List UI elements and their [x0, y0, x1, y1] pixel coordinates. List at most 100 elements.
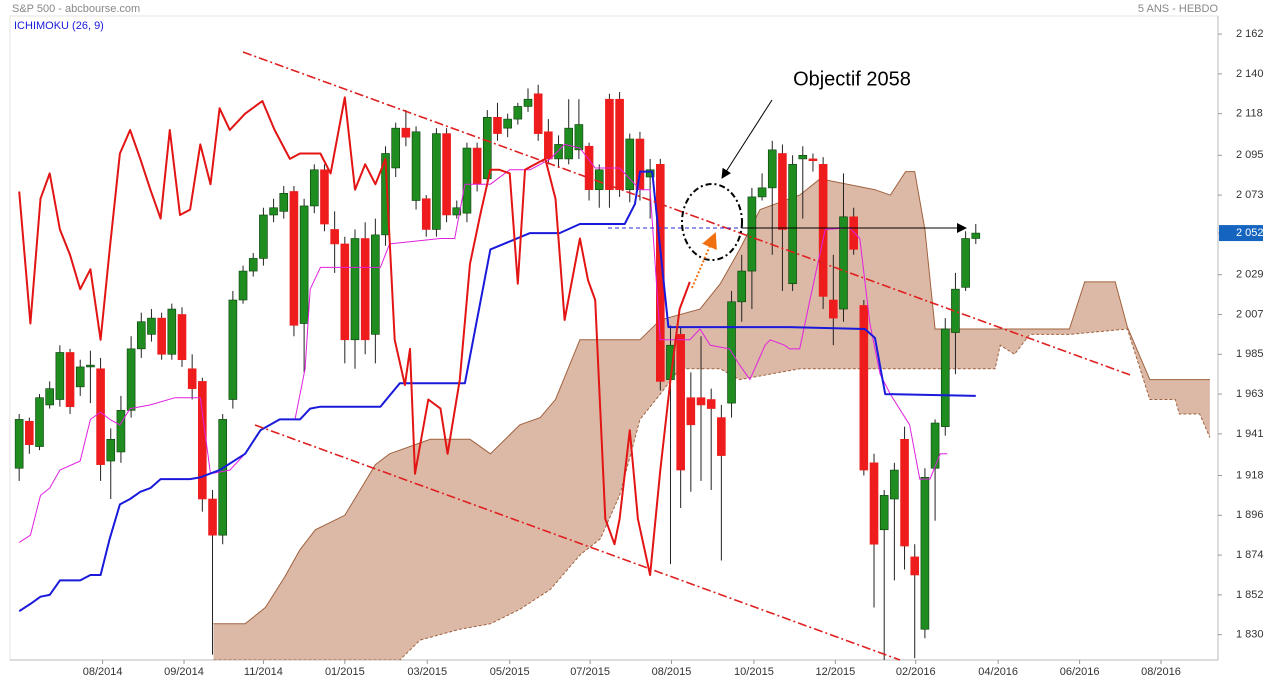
candle-body [340, 243, 350, 341]
candle-body [25, 420, 34, 446]
candle-body [818, 164, 828, 297]
candle-body [238, 270, 248, 301]
x-tick-label: 01/2015 [325, 666, 365, 678]
candle-body [320, 169, 329, 225]
cloud [213, 171, 1211, 660]
candle-body [533, 93, 543, 134]
y-tick-label: 2 118 [1236, 108, 1263, 120]
x-tick-label: 06/2016 [1060, 666, 1100, 678]
y-tick-label: 2 162 [1236, 28, 1264, 40]
cloud-lower [213, 328, 1211, 660]
candle-body [808, 158, 818, 162]
x-tick-label: 08/2016 [1141, 666, 1181, 678]
candle-body [767, 149, 777, 189]
candle-body [187, 368, 197, 389]
candle-body [299, 205, 309, 324]
candle-body [645, 169, 655, 178]
indicator-line [18, 170, 976, 613]
candle-body [411, 131, 421, 201]
x-tick-label: 07/2015 [570, 666, 610, 678]
candle-body [523, 98, 533, 107]
candle-body [218, 419, 227, 536]
x-tick-label: 08/2014 [83, 666, 123, 678]
y-tick-label: 1 918 [1236, 469, 1264, 481]
y-tick-label: 1 963 [1236, 388, 1264, 400]
candle-body [482, 117, 492, 180]
chart-subtitle: 5 ANS - HEBDO [1138, 3, 1219, 15]
candle-body [371, 234, 380, 335]
y-tick-label: 1 830 [1236, 629, 1264, 641]
candle-body [971, 232, 981, 239]
candle-body [309, 169, 319, 207]
candle-body [920, 476, 930, 630]
axes: 2 162 2 140 2 118 2 095 2 073 2 052 2 029 2 007… [10, 16, 1264, 678]
candle-body [503, 118, 512, 129]
plot-area [9, 15, 1219, 661]
candle-body [330, 229, 339, 245]
candle-body [14, 419, 24, 469]
indicator-line [18, 96, 691, 576]
x-tick-label: 10/2015 [734, 666, 774, 678]
candle-body [259, 214, 268, 259]
candle-body [778, 153, 787, 230]
annotations: Objectif 2058 [242, 51, 1134, 661]
last-price-box [1219, 225, 1263, 242]
candle-body [584, 145, 594, 190]
candle-body [442, 133, 451, 216]
y-tick-label: 2 140 [1236, 68, 1264, 80]
candle-body [381, 153, 390, 236]
candle-body [788, 164, 797, 285]
candle-body [421, 198, 431, 230]
projection-arrow [691, 232, 717, 289]
chart-title: S&P 500 - abcbourse.com [12, 3, 140, 15]
candle-body [391, 127, 401, 169]
candle-body [615, 98, 624, 190]
candle-body [289, 191, 299, 326]
candle-body [401, 127, 411, 138]
indicator-lines [18, 96, 976, 613]
candle-body [900, 439, 909, 547]
cloud-fill [213, 171, 1210, 660]
candle-body [35, 397, 44, 447]
candle-body [360, 238, 370, 341]
candle-body [452, 207, 462, 216]
y-tick-label: 1 985 [1236, 348, 1264, 360]
x-tick-label: 03/2015 [407, 666, 447, 678]
candle-body [574, 124, 584, 151]
candle-body [696, 397, 706, 406]
candle-body [208, 498, 217, 536]
candle-body [350, 238, 360, 341]
candle-body [605, 98, 614, 190]
candle-body [157, 317, 166, 355]
candle-body [737, 270, 747, 303]
x-tick-label: 11/2014 [244, 666, 283, 678]
candle-body [554, 144, 563, 160]
candle-body [951, 288, 960, 333]
candle-body [757, 187, 767, 198]
candle-body [890, 469, 899, 500]
candle-body [686, 397, 696, 426]
pointer-arrow [721, 99, 773, 179]
x-tick-label: 09/2014 [164, 666, 204, 678]
candles [14, 84, 981, 660]
candle-body [594, 169, 604, 190]
x-tick-label: 08/2015 [652, 666, 692, 678]
x-tick-label: 02/2016 [896, 666, 936, 678]
candle-body [75, 366, 85, 388]
candle-body [635, 138, 645, 190]
y-tick-label: 2 095 [1236, 149, 1264, 161]
candle-body [717, 417, 726, 456]
candle-body [656, 164, 665, 382]
candle-body [228, 299, 238, 400]
indicator-label: ICHIMOKU (26, 9) [14, 20, 104, 32]
candle-body [940, 328, 950, 427]
candle-body [829, 299, 838, 319]
candle-body [544, 131, 553, 160]
y-tick-label: 2 073 [1236, 189, 1264, 201]
candle-body [136, 321, 146, 350]
last-price-label: 2 052 [1236, 227, 1264, 239]
candle-body [248, 258, 258, 272]
candle-body [910, 556, 920, 576]
cloud-upper [213, 171, 1210, 625]
candle-body [747, 196, 757, 272]
